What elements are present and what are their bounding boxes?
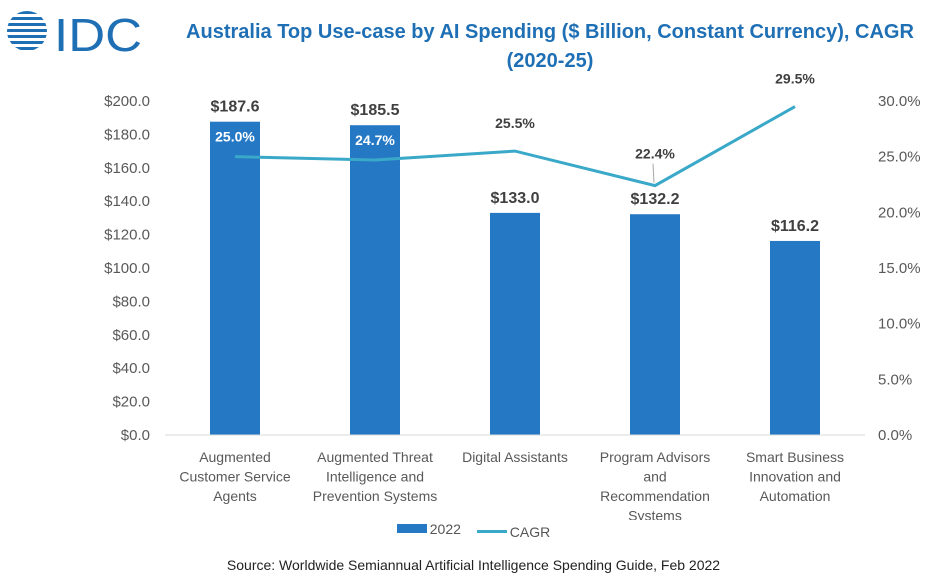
- bar-value-label: $116.2: [771, 218, 819, 235]
- y-right-tick-label: 25.0%: [878, 149, 921, 166]
- x-category-label: Augmented Customer Service Agents: [179, 449, 290, 504]
- bar: [210, 121, 260, 435]
- x-category-label-line: Innovation and: [749, 469, 841, 485]
- x-category-label-line: Augmented Threat: [317, 449, 433, 465]
- y-left-tick-label: $0.0: [121, 427, 150, 444]
- x-category-label: Digital Assistants: [462, 449, 568, 465]
- bar: [770, 240, 820, 435]
- bar: [350, 125, 400, 435]
- x-category-label: Program Advisors and Recommendation Systems: [600, 449, 710, 520]
- x-category-label-line: Program Advisors: [600, 449, 710, 465]
- y-left-tick-label: $160.0: [104, 160, 150, 177]
- legend-swatch-line: [476, 530, 507, 533]
- x-category-label-line: Prevention Systems: [313, 488, 438, 504]
- chart-plot: $187.6 $185.5 $133.0 $132.2 $116.2 25.0% 24.7%…: [104, 71, 921, 520]
- x-category-label-line: Smart Business: [746, 449, 844, 465]
- y-left-tick-label: $100.0: [104, 260, 150, 277]
- globe-icon: [7, 11, 47, 50]
- x-category-label-line: Augmented: [199, 449, 271, 465]
- x-category-label-line: Customer Service: [179, 469, 290, 485]
- cagr-value-label: 22.4%: [635, 146, 675, 162]
- bar-value-label: $133.0: [491, 190, 540, 207]
- y-left-tick-label: $60.0: [112, 327, 150, 344]
- x-category-label: Augmented Threat Intelligence and Preventi…: [313, 449, 438, 504]
- legend-label-line: CAGR: [509, 523, 551, 540]
- x-category-label-line: Intelligence and: [326, 469, 424, 485]
- legend-swatch-bar: [396, 524, 427, 533]
- cagr-value-label: 29.5%: [775, 71, 815, 87]
- logo-text: IDC: [54, 9, 142, 56]
- idc-logo: IDC: [7, 9, 142, 56]
- y-left-tick-label: $120.0: [104, 227, 150, 244]
- bar-value-label: $185.5: [351, 102, 400, 119]
- x-category-label-line: Automation: [760, 488, 831, 504]
- chart-title: Australia Top Use-case by AI Spending ($…: [186, 21, 914, 72]
- y-right-tick-label: 5.0%: [878, 371, 912, 388]
- cagr-line: [234, 105, 796, 188]
- x-category-label-line: Systems: [628, 508, 682, 521]
- x-category-label-line: Agents: [213, 488, 257, 504]
- y-left-tick-label: $140.0: [104, 193, 150, 210]
- cagr-leader-line: [652, 163, 655, 183]
- y-left-tick-label: $20.0: [112, 394, 150, 411]
- x-category-label-line: Recommendation: [600, 488, 710, 504]
- x-category-label-line: and: [643, 469, 666, 485]
- y-right-tick-label: 0.0%: [878, 427, 912, 444]
- bar: [630, 214, 680, 435]
- y-left-tick-label: $40.0: [112, 360, 150, 377]
- x-category-label: Smart Business Innovation and Automation: [746, 449, 844, 504]
- y-right-tick-label: 10.0%: [878, 316, 921, 333]
- y-right-tick-label: 15.0%: [878, 260, 921, 277]
- cagr-value-label: 25.0%: [215, 129, 255, 145]
- bar-value-label: $132.2: [631, 191, 680, 208]
- y-right-tick-label: 30.0%: [878, 93, 921, 110]
- bar: [490, 212, 540, 435]
- y-left-tick-label: $80.0: [112, 293, 150, 310]
- y-left-tick-label: $200.0: [104, 93, 150, 110]
- source-note: Source: Worldwide Semiannual Artificial …: [226, 557, 721, 573]
- legend-label-bar: 2022: [429, 520, 461, 537]
- cagr-value-label: 24.7%: [355, 132, 395, 148]
- y-left-tick-label: $180.0: [104, 126, 150, 143]
- legend: 2022 CAGR: [0, 520, 947, 540]
- x-category-label-line: Digital Assistants: [462, 449, 568, 465]
- cagr-value-label: 25.5%: [495, 115, 535, 131]
- legend-item-line: CAGR: [476, 523, 551, 540]
- bar-value-label: $187.6: [211, 99, 260, 116]
- y-right-tick-label: 20.0%: [878, 204, 921, 221]
- legend-item-bar: 2022: [396, 520, 461, 537]
